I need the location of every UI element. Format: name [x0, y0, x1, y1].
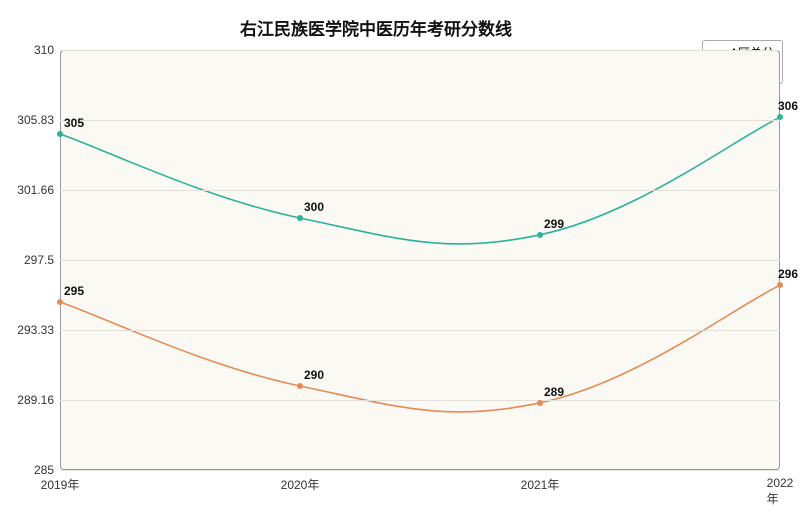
data-point — [777, 282, 783, 288]
grid-line — [60, 330, 780, 331]
data-point-label: 295 — [64, 284, 84, 298]
x-tick-label: 2022年 — [767, 476, 794, 507]
x-tick-label: 2019年 — [41, 476, 80, 493]
data-point-label: 300 — [304, 200, 324, 214]
grid-line — [60, 190, 780, 191]
data-point — [57, 299, 63, 305]
data-point — [297, 383, 303, 389]
data-point-label: 305 — [64, 116, 84, 130]
y-tick-label: 289.16 — [10, 393, 54, 407]
score-line-chart: 右江民族医学院中医历年考研分数线 A区总分B区总分 285289.16293.3… — [0, 0, 800, 500]
data-point — [537, 400, 543, 406]
data-point — [297, 215, 303, 221]
y-tick-label: 293.33 — [10, 323, 54, 337]
data-point-label: 306 — [778, 99, 798, 113]
grid-line — [60, 470, 780, 471]
y-tick-label: 305.83 — [10, 113, 54, 127]
data-point — [777, 114, 783, 120]
grid-line — [60, 50, 780, 51]
series-line — [60, 285, 780, 412]
y-tick-label: 297.5 — [10, 253, 54, 267]
data-point-label: 289 — [544, 385, 564, 399]
grid-line — [60, 260, 780, 261]
data-point-label: 299 — [544, 217, 564, 231]
x-tick-label: 2021年 — [521, 476, 560, 493]
y-tick-label: 285 — [10, 463, 54, 477]
data-point-label: 296 — [778, 267, 798, 281]
data-point-label: 290 — [304, 368, 324, 382]
data-point — [57, 131, 63, 137]
x-tick-label: 2020年 — [281, 476, 320, 493]
data-point — [537, 232, 543, 238]
grid-line — [60, 120, 780, 121]
y-tick-label: 301.66 — [10, 183, 54, 197]
grid-line — [60, 400, 780, 401]
series-line — [60, 117, 780, 244]
y-tick-label: 310 — [10, 43, 54, 57]
series-lines — [0, 0, 800, 500]
